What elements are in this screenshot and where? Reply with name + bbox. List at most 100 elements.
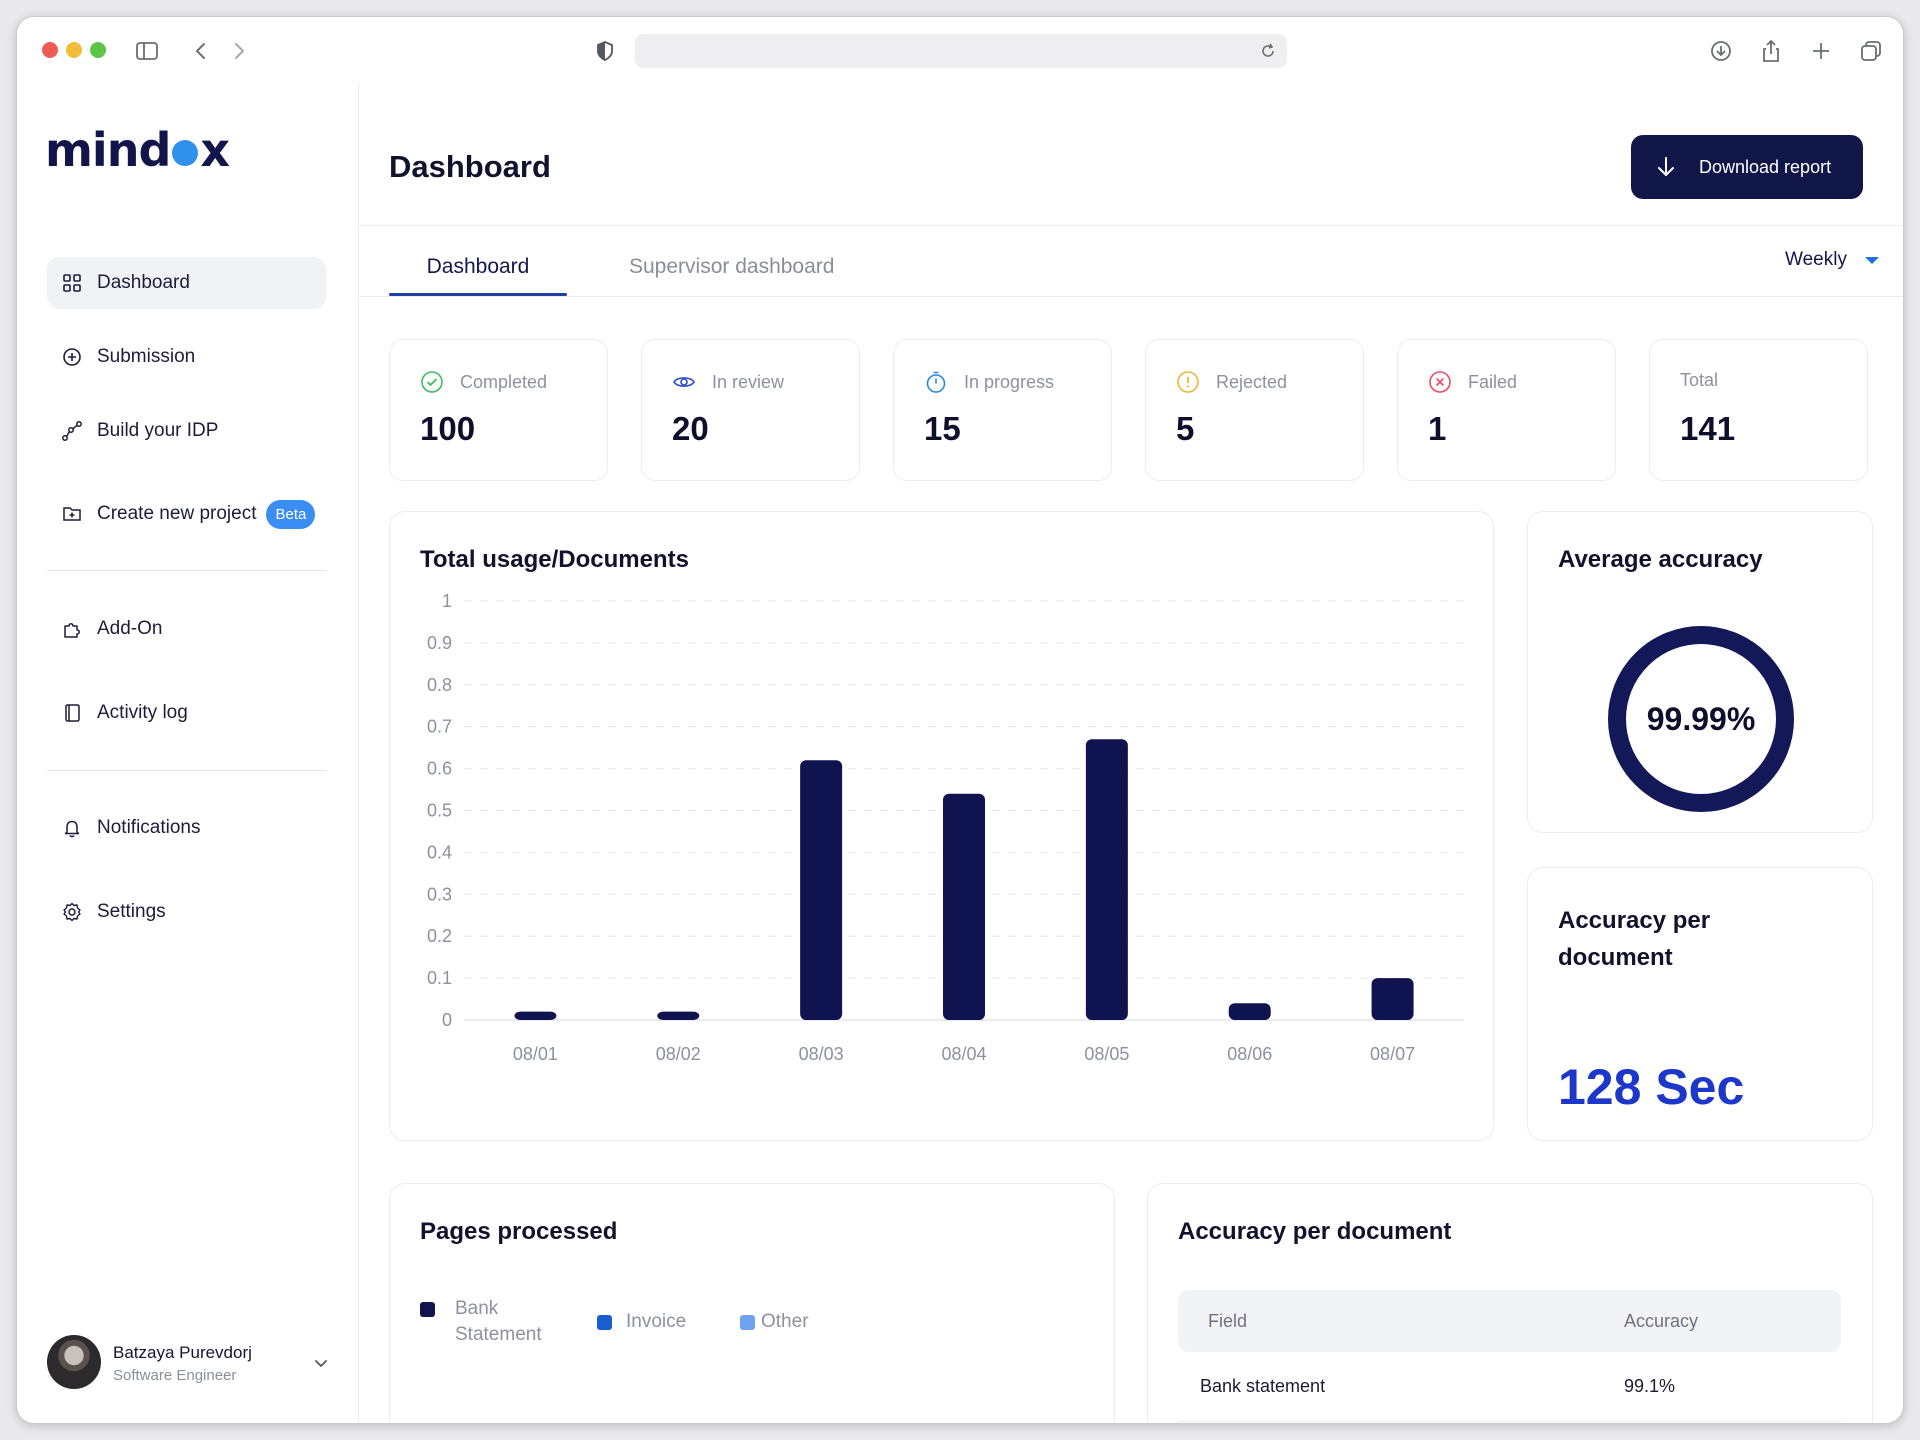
bar <box>1228 1003 1271 1020</box>
legend-item-bank-statement: Bank Statement <box>420 1296 550 1348</box>
sidebar-item-add-on[interactable]: Add-On <box>47 603 326 655</box>
table-row[interactable]: Bank statement 99.1% <box>1178 1352 1841 1422</box>
y-tick-label: 0 <box>442 1010 452 1030</box>
stat-label: In progress <box>964 371 1055 392</box>
caret-down-icon <box>1864 256 1879 264</box>
mindox-logo[interactable]: mind x <box>45 123 230 177</box>
header-divider <box>359 225 1903 226</box>
bar <box>943 793 985 1020</box>
sidebar-toggle-icon[interactable] <box>133 37 161 65</box>
puzzle-icon <box>64 623 80 638</box>
address-bar[interactable] <box>635 34 1287 68</box>
tabs-divider <box>359 296 1903 297</box>
page-title: Dashboard <box>389 149 551 184</box>
grid-icon <box>63 274 81 292</box>
sidebar-item-dashboard[interactable]: Dashboard <box>47 257 326 309</box>
stat-label: Rejected <box>1216 371 1288 392</box>
bar <box>514 1011 557 1020</box>
main-content: Dashboard Download report Dashboard Supe… <box>359 83 1903 1423</box>
x-tick-label: 08/06 <box>1227 1044 1272 1064</box>
zoom-window-button[interactable] <box>90 42 106 58</box>
stat-label: Total <box>1680 370 1719 390</box>
stat-value: 5 <box>1176 410 1195 447</box>
processing-time-value: 128 Sec <box>1558 1059 1745 1115</box>
share-icon[interactable] <box>1757 37 1785 65</box>
sidebar-item-label: Notifications <box>97 817 201 838</box>
stat-card-in-progress: In progress 15 <box>893 339 1112 481</box>
stat-label: Failed <box>1468 371 1518 392</box>
back-icon[interactable] <box>187 37 215 65</box>
column-header-accuracy: Accuracy <box>1624 1311 1699 1331</box>
legend-item-invoice: Invoice <box>597 1309 686 1335</box>
sidebar-item-notifications[interactable]: Notifications <box>47 802 326 854</box>
sidebar-divider <box>47 570 326 571</box>
user-profile[interactable]: Batzaya Purevdorj Software Engineer <box>47 1335 337 1391</box>
period-select-value: Weekly <box>1785 249 1847 270</box>
folder-plus-icon <box>63 507 81 521</box>
stat-value: 141 <box>1680 410 1736 447</box>
sidebar-item-label: Submission <box>97 346 196 367</box>
column-header-field: Field <box>1208 1311 1248 1331</box>
downloads-icon[interactable] <box>1707 37 1735 65</box>
x-tick-label: 08/03 <box>799 1044 844 1064</box>
usage-chart-title: Total usage/Documents <box>420 546 689 573</box>
user-name: Batzaya Purevdorj <box>113 1343 252 1362</box>
tabs-overview-icon[interactable] <box>1857 37 1885 65</box>
y-tick-label: 0.8 <box>427 675 452 695</box>
active-tab-indicator <box>389 293 567 296</box>
pages-processed-card: Pages processed Bank Statement Invoice O… <box>389 1183 1115 1423</box>
y-tick-label: 1 <box>442 591 452 611</box>
beta-badge: Beta <box>266 499 316 529</box>
timer-icon <box>926 371 946 393</box>
sidebar-item-create-project[interactable]: Create new project Beta <box>47 488 326 540</box>
sidebar-item-label: Add-On <box>97 618 163 639</box>
stat-card-rejected: Rejected 5 <box>1145 339 1364 481</box>
tab-dashboard[interactable]: Dashboard <box>426 255 530 278</box>
x-tick-label: 08/07 <box>1370 1044 1415 1064</box>
table-header: Field Accuracy <box>1178 1290 1841 1352</box>
legend-label: Other <box>761 1311 809 1332</box>
period-select[interactable]: Weekly <box>1785 249 1879 271</box>
browser-toolbar <box>17 17 1903 83</box>
sidebar-item-submission[interactable]: Submission <box>47 331 326 383</box>
chevron-down-icon[interactable] <box>311 1353 331 1373</box>
plus-circle-icon <box>63 348 81 366</box>
reload-icon[interactable] <box>1257 40 1279 62</box>
sidebar-item-label: Build your IDP <box>97 420 219 441</box>
bar <box>1085 739 1128 1020</box>
legend-item-other: Other <box>740 1309 809 1335</box>
accuracy-per-document-title: Accuracy per document <box>1558 907 1711 971</box>
tab-supervisor-dashboard[interactable]: Supervisor dashboard <box>629 255 835 278</box>
download-report-label: Download report <box>1699 156 1832 177</box>
sidebar-item-settings[interactable]: Settings <box>47 886 326 938</box>
stat-card-completed: Completed 100 <box>389 339 608 481</box>
avatar <box>47 1335 101 1389</box>
sidebar-divider <box>47 770 326 771</box>
nodes-icon <box>62 421 82 441</box>
x-tick-label: 08/02 <box>656 1044 701 1064</box>
shield-icon[interactable] <box>591 37 619 65</box>
bar <box>1371 978 1414 1020</box>
accuracy-per-document-card: Accuracy per document 128 Sec <box>1527 867 1873 1141</box>
close-window-button[interactable] <box>42 42 58 58</box>
usage-chart-card: Total usage/Documents 0 0.1 0.2 0.3 0.4 0.5 0.… <box>389 511 1494 1141</box>
legend-swatch <box>740 1315 755 1330</box>
average-accuracy-card: Average accuracy 99.99% <box>1527 511 1873 833</box>
forward-icon[interactable] <box>225 37 253 65</box>
legend-label: Invoice <box>626 1311 687 1332</box>
sidebar-item-activity-log[interactable]: Activity log <box>47 687 326 739</box>
bell-icon <box>64 820 80 838</box>
x-circle-icon <box>1429 371 1451 393</box>
y-tick-label: 0.5 <box>427 801 452 821</box>
minimize-window-button[interactable] <box>66 42 82 58</box>
eye-icon <box>673 377 695 387</box>
legend-swatch <box>597 1315 612 1330</box>
stat-value: 100 <box>420 410 476 447</box>
sidebar-item-label: Activity log <box>97 702 188 723</box>
new-tab-icon[interactable] <box>1807 37 1835 65</box>
sidebar-item-build-idp[interactable]: Build your IDP <box>47 405 326 457</box>
log-icon <box>65 704 80 722</box>
warning-circle-icon <box>1177 371 1199 393</box>
sidebar: mind x Dashboard Submission <box>17 83 359 1423</box>
download-report-button[interactable]: Download report <box>1631 135 1863 199</box>
